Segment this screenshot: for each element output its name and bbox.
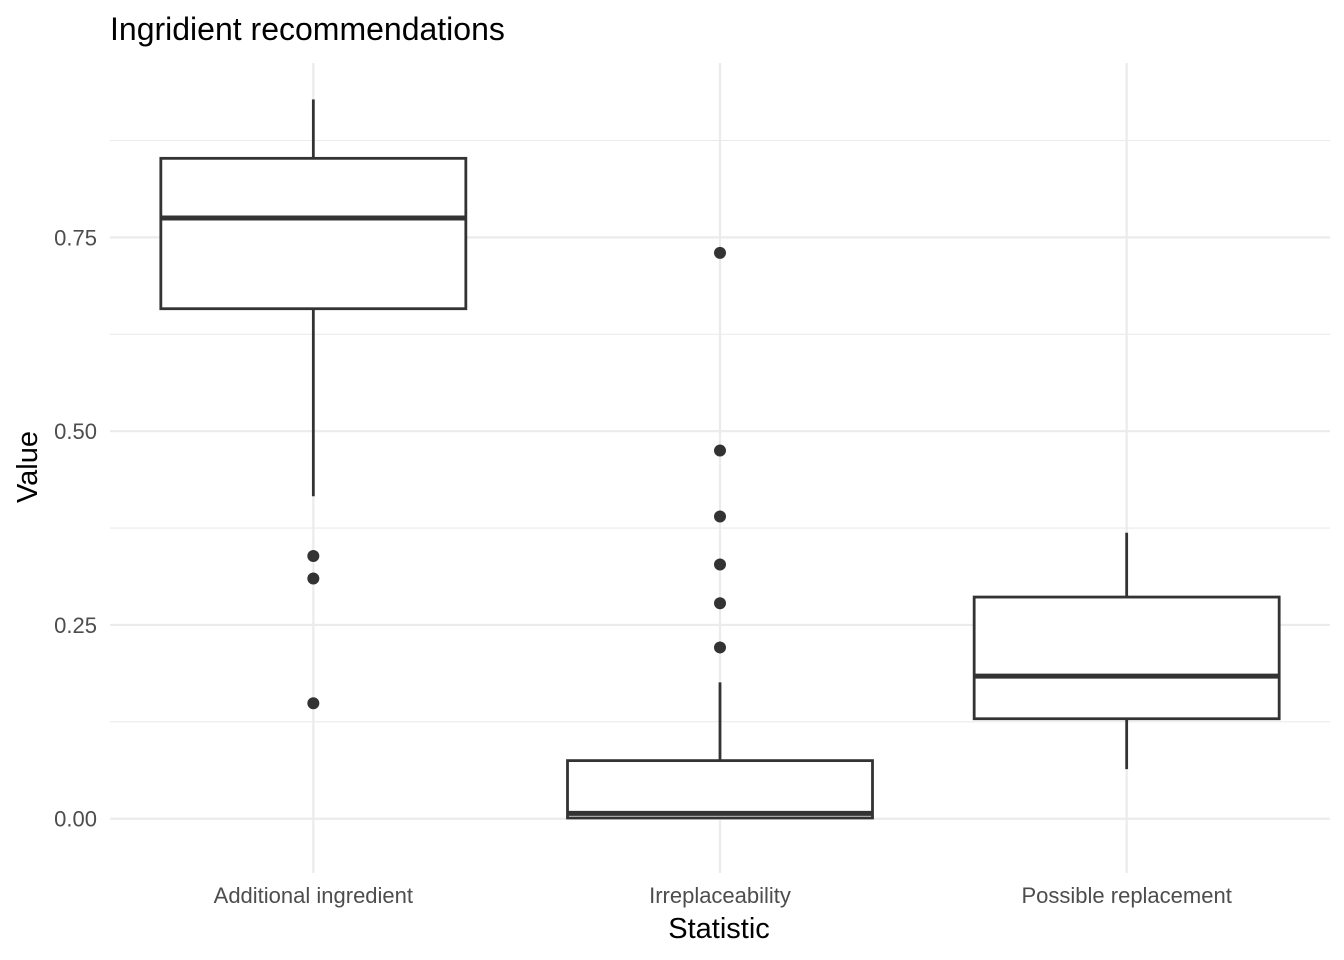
y-tick-label: 0.25 xyxy=(54,613,97,638)
y-tick-label: 0.00 xyxy=(54,807,97,832)
box-rect xyxy=(159,156,468,311)
y-axis-title: Value xyxy=(12,431,44,503)
box-2 xyxy=(566,246,874,820)
outlier-point xyxy=(714,597,726,610)
box-rect xyxy=(566,759,874,820)
y-axis-ticks: 0.00 0.25 0.50 0.75 xyxy=(54,225,97,831)
box-rect xyxy=(972,595,1281,721)
x-tick-label: Irreplaceability xyxy=(649,883,791,908)
outlier-point xyxy=(307,572,320,585)
x-tick-label: Additional ingredient xyxy=(214,883,413,908)
y-tick-label: 0.75 xyxy=(54,225,97,250)
outlier-point xyxy=(714,558,726,571)
outlier-point xyxy=(714,641,726,654)
y-tick-label: 0.50 xyxy=(54,419,97,444)
chart-title: Ingridient recommendations xyxy=(110,11,505,47)
boxes xyxy=(159,99,1281,820)
box-1 xyxy=(159,99,468,710)
outlier-point xyxy=(714,246,726,259)
outlier-point xyxy=(714,444,726,457)
x-axis-title: Statistic xyxy=(668,913,770,945)
outlier-point xyxy=(714,510,726,523)
box-3 xyxy=(972,532,1281,770)
x-axis-ticks: Additional ingredient Irreplaceability Pos… xyxy=(214,883,1232,908)
x-tick-label: Possible replacement xyxy=(1021,883,1231,908)
outlier-point xyxy=(307,549,320,562)
outlier-point xyxy=(307,697,320,710)
